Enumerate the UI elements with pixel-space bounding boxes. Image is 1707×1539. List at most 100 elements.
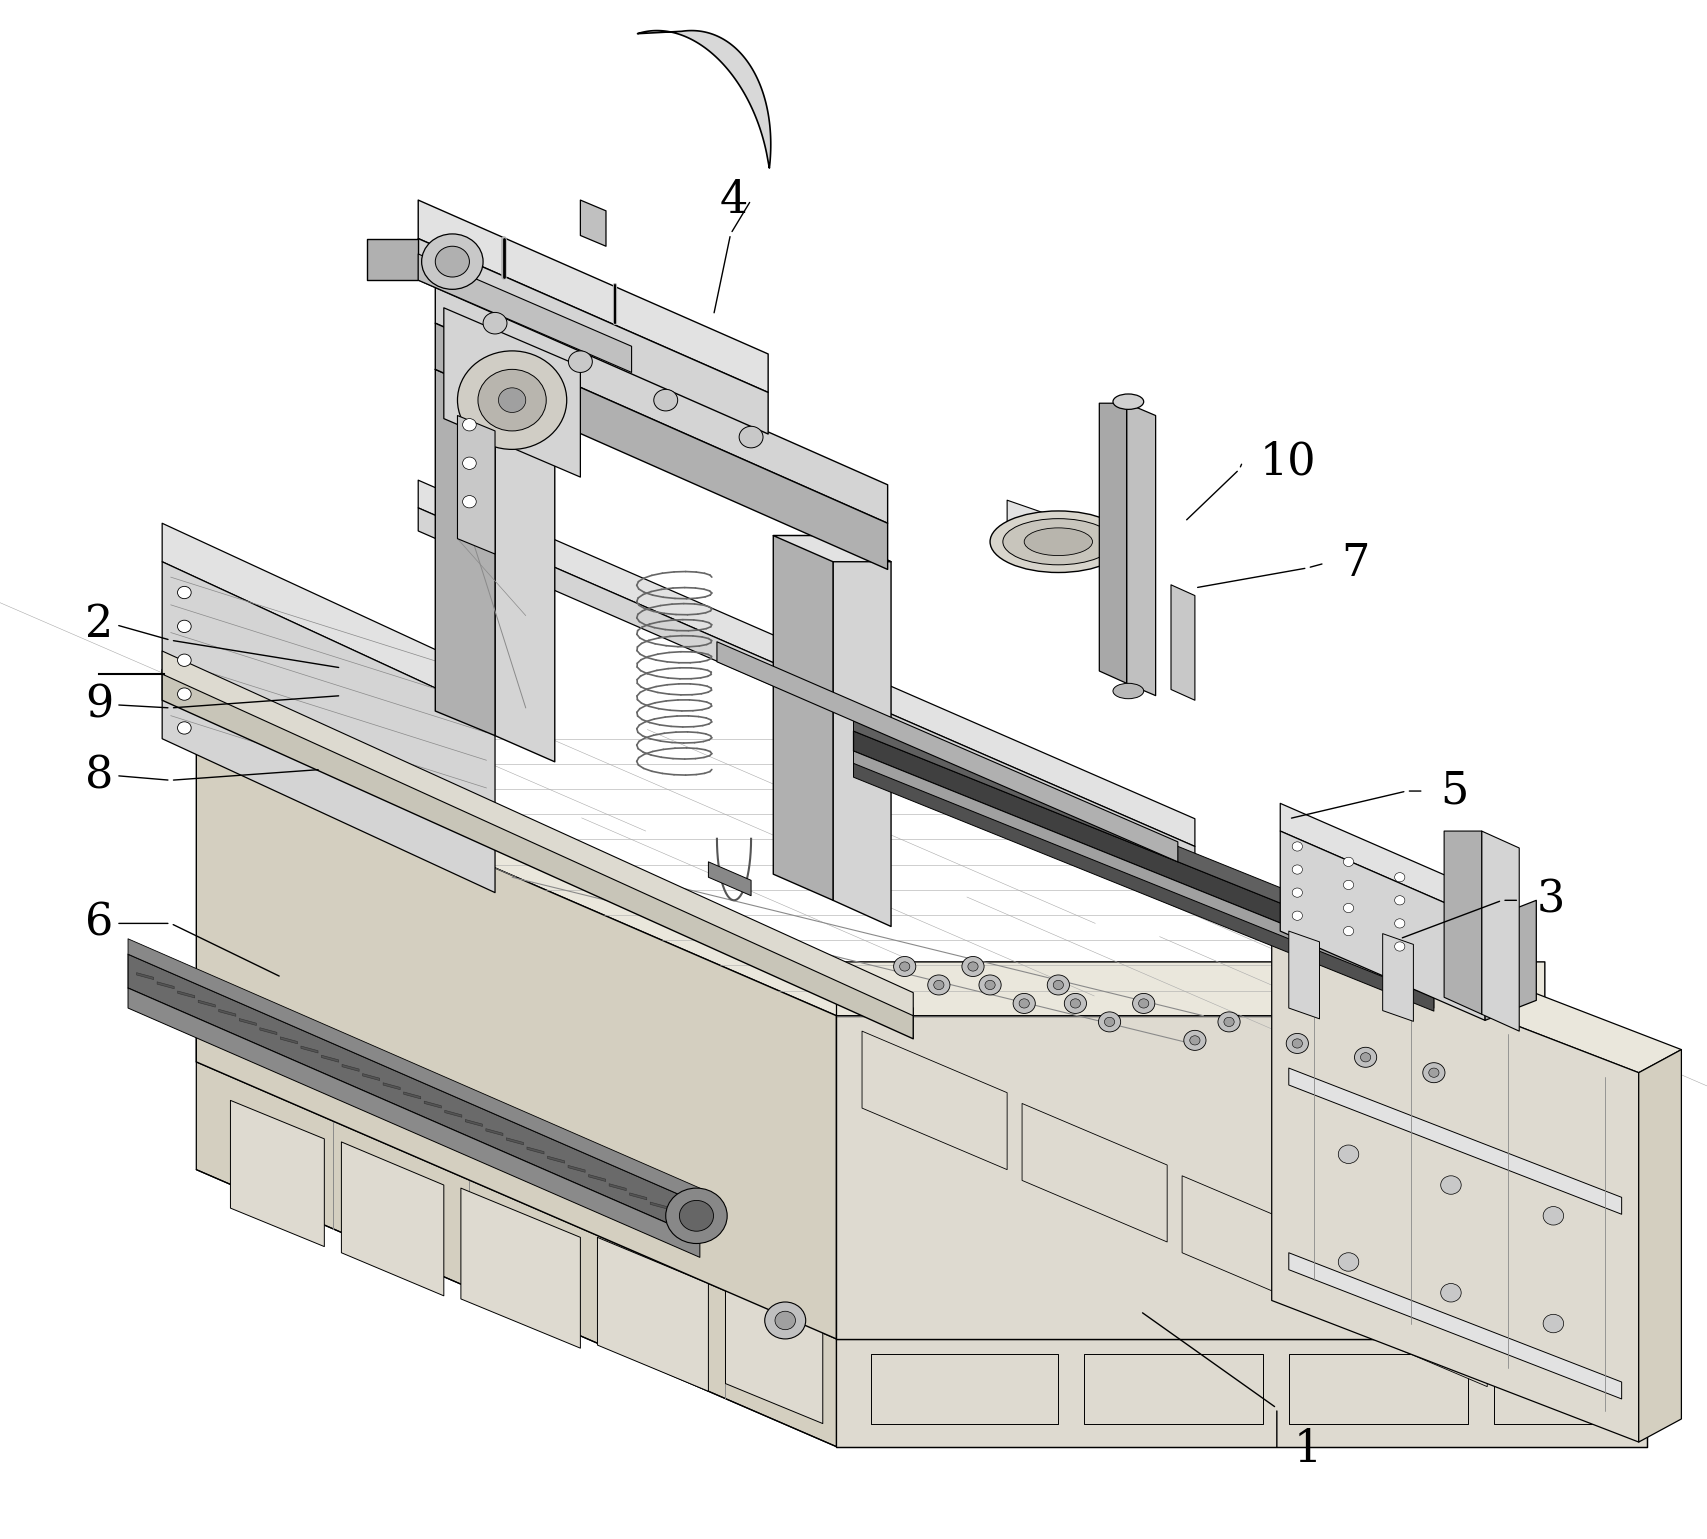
Polygon shape bbox=[773, 536, 891, 562]
Circle shape bbox=[1099, 1013, 1120, 1031]
Polygon shape bbox=[457, 416, 495, 554]
Circle shape bbox=[1343, 880, 1354, 890]
Circle shape bbox=[775, 1311, 795, 1330]
Polygon shape bbox=[418, 200, 768, 392]
Circle shape bbox=[1338, 1145, 1359, 1163]
Circle shape bbox=[483, 312, 507, 334]
Polygon shape bbox=[1272, 908, 1681, 1073]
Polygon shape bbox=[198, 1000, 215, 1007]
Polygon shape bbox=[836, 1016, 1545, 1339]
Circle shape bbox=[463, 496, 476, 508]
Polygon shape bbox=[196, 739, 836, 1339]
Polygon shape bbox=[862, 1031, 1007, 1170]
Polygon shape bbox=[671, 1211, 688, 1219]
Polygon shape bbox=[128, 954, 700, 1237]
Circle shape bbox=[654, 389, 678, 411]
Polygon shape bbox=[854, 751, 1434, 1008]
Circle shape bbox=[1053, 980, 1063, 990]
Circle shape bbox=[435, 246, 469, 277]
Ellipse shape bbox=[1024, 528, 1092, 556]
Polygon shape bbox=[218, 1010, 236, 1016]
Circle shape bbox=[1048, 976, 1069, 996]
Text: 7: 7 bbox=[1342, 542, 1371, 585]
Ellipse shape bbox=[1113, 394, 1144, 409]
Circle shape bbox=[1219, 1013, 1239, 1031]
Circle shape bbox=[980, 976, 1000, 996]
Polygon shape bbox=[362, 1074, 379, 1080]
Polygon shape bbox=[259, 1028, 277, 1034]
Polygon shape bbox=[1007, 500, 1118, 562]
Polygon shape bbox=[239, 1019, 256, 1025]
Circle shape bbox=[961, 956, 983, 977]
Circle shape bbox=[1441, 1176, 1461, 1194]
Circle shape bbox=[1292, 1039, 1302, 1048]
Polygon shape bbox=[178, 991, 195, 997]
Polygon shape bbox=[1272, 931, 1639, 1442]
Polygon shape bbox=[444, 308, 580, 477]
Polygon shape bbox=[1444, 831, 1482, 1014]
Polygon shape bbox=[321, 1056, 338, 1062]
Circle shape bbox=[968, 962, 978, 971]
Circle shape bbox=[900, 962, 910, 971]
Circle shape bbox=[1224, 1017, 1234, 1027]
Polygon shape bbox=[435, 369, 495, 736]
Polygon shape bbox=[854, 763, 1434, 1011]
Polygon shape bbox=[461, 1188, 580, 1348]
Circle shape bbox=[178, 654, 191, 666]
Polygon shape bbox=[691, 1220, 708, 1228]
Circle shape bbox=[498, 388, 526, 412]
Circle shape bbox=[1395, 873, 1405, 882]
Circle shape bbox=[422, 234, 483, 289]
Circle shape bbox=[666, 1188, 727, 1244]
Circle shape bbox=[463, 457, 476, 469]
Polygon shape bbox=[1099, 403, 1127, 683]
Polygon shape bbox=[137, 973, 154, 980]
Polygon shape bbox=[1280, 803, 1485, 920]
Polygon shape bbox=[1289, 1253, 1622, 1399]
Polygon shape bbox=[773, 536, 833, 900]
Text: 10: 10 bbox=[1260, 440, 1316, 483]
Polygon shape bbox=[725, 1284, 823, 1424]
Polygon shape bbox=[446, 1110, 463, 1117]
Circle shape bbox=[1287, 1034, 1308, 1053]
Polygon shape bbox=[435, 323, 888, 569]
Circle shape bbox=[1343, 926, 1354, 936]
Text: 6: 6 bbox=[85, 902, 113, 945]
Polygon shape bbox=[507, 1137, 524, 1145]
Polygon shape bbox=[230, 1100, 324, 1247]
Polygon shape bbox=[1383, 934, 1413, 1022]
Polygon shape bbox=[435, 285, 888, 523]
Polygon shape bbox=[196, 1062, 836, 1447]
Circle shape bbox=[1019, 999, 1029, 1008]
Text: 1: 1 bbox=[1294, 1428, 1323, 1471]
Circle shape bbox=[929, 976, 949, 996]
Polygon shape bbox=[833, 536, 891, 926]
Polygon shape bbox=[568, 1165, 586, 1173]
Circle shape bbox=[1360, 1053, 1371, 1062]
Text: 2: 2 bbox=[85, 603, 113, 646]
Polygon shape bbox=[486, 1128, 504, 1136]
Circle shape bbox=[1185, 1031, 1205, 1050]
Polygon shape bbox=[527, 1147, 545, 1154]
Circle shape bbox=[1543, 1207, 1564, 1225]
Polygon shape bbox=[871, 1354, 1058, 1424]
Polygon shape bbox=[1289, 1068, 1622, 1214]
Ellipse shape bbox=[1113, 683, 1144, 699]
Polygon shape bbox=[854, 716, 1434, 965]
Polygon shape bbox=[548, 1156, 565, 1163]
Circle shape bbox=[679, 1200, 714, 1231]
Circle shape bbox=[765, 1302, 806, 1339]
Circle shape bbox=[1065, 994, 1086, 1014]
Polygon shape bbox=[162, 562, 495, 893]
Polygon shape bbox=[1171, 585, 1195, 700]
Polygon shape bbox=[650, 1202, 667, 1210]
Polygon shape bbox=[1022, 1103, 1168, 1242]
Polygon shape bbox=[495, 369, 555, 762]
Circle shape bbox=[1133, 994, 1154, 1014]
Circle shape bbox=[894, 956, 915, 977]
Circle shape bbox=[1543, 1314, 1564, 1333]
Polygon shape bbox=[1342, 1248, 1487, 1387]
Ellipse shape bbox=[990, 511, 1127, 573]
Polygon shape bbox=[162, 523, 495, 716]
Polygon shape bbox=[597, 1237, 708, 1391]
